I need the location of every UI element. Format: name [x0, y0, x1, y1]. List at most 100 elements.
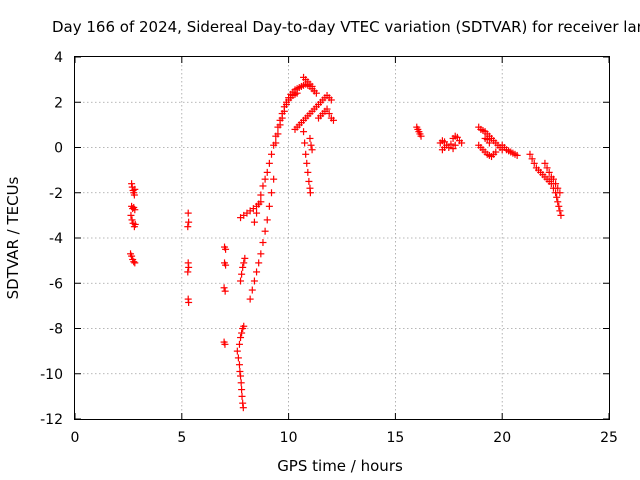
- data-point: [222, 261, 230, 269]
- data-point: [458, 139, 466, 147]
- data-point: [265, 202, 273, 210]
- data-point: [238, 270, 246, 278]
- data-point: [257, 191, 265, 199]
- data-point: [268, 189, 276, 197]
- data-point: [543, 164, 551, 172]
- data-point: [263, 168, 271, 176]
- y-tick-label: -10: [40, 367, 63, 383]
- data-point: [549, 175, 557, 183]
- data-point: [257, 250, 265, 258]
- data-point: [185, 263, 193, 271]
- x-tick-label: 10: [280, 430, 298, 446]
- y-tick-label: -12: [40, 412, 63, 428]
- data-point: [293, 89, 301, 97]
- data-point: [261, 227, 269, 235]
- data-point: [261, 175, 269, 183]
- data-point: [270, 175, 278, 183]
- data-point: [545, 168, 553, 176]
- data-point: [417, 132, 425, 140]
- data-point: [307, 141, 315, 149]
- data-point: [237, 372, 245, 380]
- x-tick-label: 5: [177, 430, 186, 446]
- data-point: [131, 220, 139, 228]
- data-point: [492, 148, 500, 156]
- data-point: [184, 209, 192, 217]
- data-point: [513, 151, 521, 159]
- data-point: [274, 130, 282, 138]
- x-tick-label: 0: [71, 430, 80, 446]
- data-point: [323, 105, 331, 113]
- data-point: [553, 193, 561, 201]
- data-point: [301, 139, 309, 147]
- data-point: [253, 209, 261, 217]
- data-point: [541, 159, 549, 167]
- x-tick-labels: 0 5 10 15 20 25: [71, 430, 618, 446]
- data-point: [308, 82, 316, 90]
- data-point: [221, 287, 229, 295]
- data-point: [451, 141, 459, 149]
- data-point: [255, 200, 263, 208]
- data-point: [130, 258, 138, 266]
- data-point: [556, 189, 564, 197]
- data-point: [184, 223, 192, 231]
- data-point: [128, 252, 136, 260]
- data-point: [131, 185, 139, 193]
- data-point: [184, 268, 192, 276]
- data-point: [268, 150, 276, 158]
- y-tick-label: 4: [54, 50, 63, 66]
- data-point: [557, 211, 565, 219]
- data-point: [128, 216, 136, 224]
- y-tick-label: -8: [49, 322, 63, 338]
- data-point: [237, 334, 245, 342]
- data-point: [238, 386, 246, 394]
- data-point: [447, 140, 455, 148]
- data-point: [237, 277, 245, 285]
- data-point: [259, 239, 267, 247]
- chart-title: Day 166 of 2024, Sidereal Day-to-day VTE…: [52, 18, 640, 36]
- data-point: [306, 134, 314, 142]
- data-point: [441, 144, 449, 151]
- x-tick-label: 15: [386, 430, 404, 446]
- data-point: [236, 367, 244, 375]
- data-point: [131, 206, 139, 214]
- data-point: [300, 128, 308, 136]
- y-axis-label: SDTVAR / TECUs: [4, 176, 22, 299]
- data-point: [253, 268, 261, 276]
- y-tick-label: -6: [49, 276, 63, 292]
- data-point: [248, 286, 256, 294]
- y-tick-label: 0: [54, 141, 63, 157]
- data-point: [329, 116, 337, 124]
- data-point: [554, 184, 562, 192]
- y-tick-labels: 4 2 0 -2 -4 -6 -8 -10 -12: [40, 50, 63, 428]
- data-point: [305, 177, 313, 185]
- data-point: [276, 121, 284, 129]
- data-point: [127, 211, 135, 219]
- data-point: [528, 155, 536, 163]
- data-point: [265, 159, 273, 167]
- y-tick-label: -2: [49, 186, 63, 202]
- data-point: [239, 404, 247, 412]
- x-tick-label: 20: [493, 430, 511, 446]
- data-point: [235, 340, 243, 348]
- data-point: [526, 150, 534, 158]
- data-point: [255, 259, 263, 267]
- data-point: [241, 254, 249, 262]
- data-point: [304, 168, 312, 176]
- data-point: [303, 159, 311, 167]
- data-point: [128, 180, 136, 188]
- data-point: [131, 259, 139, 267]
- data-point: [246, 295, 254, 303]
- data-point: [555, 202, 563, 210]
- data-point: [185, 218, 193, 226]
- data-point: [485, 139, 493, 147]
- data-point: [327, 96, 335, 104]
- data-point: [235, 361, 243, 369]
- y-tick-label: -4: [49, 231, 63, 247]
- data-point: [239, 399, 247, 407]
- data-point: [221, 340, 229, 348]
- data-point: [308, 146, 316, 154]
- data-point: [222, 245, 230, 253]
- x-axis-label: GPS time / hours: [277, 457, 403, 475]
- data-point: [250, 277, 258, 285]
